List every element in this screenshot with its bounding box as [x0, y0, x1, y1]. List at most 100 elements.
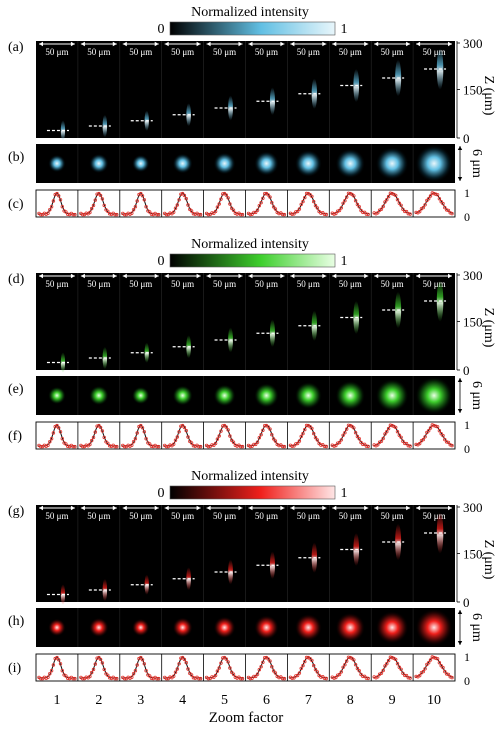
profile-fit-curve	[38, 424, 76, 447]
profile-5	[203, 190, 245, 217]
profile-data-point	[446, 208, 451, 213]
scale-bar-label: 50 μm	[381, 511, 404, 521]
profile-data-point	[58, 662, 63, 666]
profile-data-point	[435, 193, 440, 197]
profile-data-point	[432, 423, 436, 428]
profile-fit-curve	[289, 424, 328, 447]
panel-letter: (g)	[8, 504, 25, 519]
xy-spot-5	[203, 376, 236, 415]
scale-bar-arrows	[290, 505, 327, 511]
profile-data-point	[434, 656, 438, 660]
profile-data-point	[404, 673, 409, 678]
profile-data-point	[376, 443, 380, 447]
profile-data-point	[430, 423, 434, 427]
profile-data-point	[80, 676, 85, 681]
z-tick-label: 150	[463, 83, 483, 98]
profile-data-point	[403, 441, 407, 446]
panel-letter: (h)	[8, 614, 25, 629]
x-tick-label: 6	[263, 693, 270, 708]
profile-data-point	[336, 673, 340, 677]
profile-data-point	[240, 444, 245, 449]
profile-data-point	[57, 426, 61, 430]
profile-data-point	[334, 675, 338, 680]
profile-data-point	[252, 442, 256, 447]
profile-data-point	[414, 674, 418, 679]
profile-data-point	[414, 210, 418, 215]
profile-data-point	[147, 674, 152, 678]
profile-data-point	[403, 209, 407, 214]
panel-letter: (c)	[8, 197, 24, 212]
scale-bar-label: 50 μm	[213, 47, 236, 57]
profile-data-point	[88, 210, 92, 215]
profile-data-point	[361, 674, 365, 679]
profile-data-point	[266, 193, 270, 197]
xz-slice-1: 50 μm	[39, 41, 75, 141]
profile-fit-curve	[121, 424, 160, 447]
profile-data-point	[408, 444, 412, 448]
profile-data-point	[65, 676, 70, 680]
profile-data-point	[339, 206, 343, 210]
profile-data-point	[259, 200, 263, 205]
x-axis: 1 2 3 4 5 6 7 8 9 10 Zoom factor	[53, 693, 441, 726]
z-tick-label: 300	[463, 268, 483, 283]
profile-data-point	[383, 664, 387, 668]
profile-data-point	[345, 427, 349, 431]
profile-data-point	[115, 444, 119, 449]
xz-slice-7: 50 μm	[287, 505, 327, 602]
profile-data-point	[403, 673, 407, 678]
profile-data-point	[252, 210, 256, 215]
profile-data-point	[394, 193, 398, 198]
profile-data-point	[133, 437, 138, 441]
profile-data-point	[212, 443, 216, 447]
profile-fit-curve	[163, 656, 202, 679]
profile-data-point	[46, 443, 50, 447]
profile-data-point	[319, 443, 323, 447]
profile-data-point	[418, 209, 422, 214]
profile-data-point	[250, 212, 254, 216]
scale-bar-arrows	[290, 273, 327, 279]
xy-spot-3	[119, 608, 150, 647]
profile-data-point	[130, 211, 134, 215]
profile-data-point	[435, 657, 440, 661]
scale-bar-label: 50 μm	[297, 279, 320, 289]
profile-data-point	[439, 432, 443, 436]
profile-data-point	[339, 438, 343, 442]
profile-data-point	[140, 194, 145, 198]
profile-data-point	[355, 666, 360, 671]
profile-data-point	[224, 193, 228, 197]
profile-data-point	[221, 192, 225, 196]
profile-4	[161, 190, 203, 217]
profile-data-point	[140, 426, 145, 430]
xy-spot-1	[48, 386, 66, 405]
xz-slice-2: 50 μm	[77, 505, 117, 602]
profile-data-point	[428, 426, 433, 430]
profile-data-point	[89, 670, 94, 675]
profile-data-point	[84, 443, 88, 447]
lateral-scale-arrows	[457, 378, 463, 413]
profile-data-point	[313, 203, 318, 208]
profile-data-point	[263, 424, 267, 428]
profile-data-point	[238, 212, 243, 217]
profile-data-point	[147, 442, 152, 446]
scale-bar-arrows	[206, 41, 243, 47]
xz-slice-3: 50 μm	[119, 41, 159, 138]
profile-data-point	[334, 443, 338, 448]
profile-data-point	[268, 427, 272, 431]
colorbar-title: Normalized intensity	[191, 237, 309, 252]
profile-data-point	[107, 676, 112, 680]
profile-data-point	[379, 671, 384, 675]
colorbar-bar	[169, 21, 336, 36]
profile-data-point	[266, 657, 270, 661]
focal-spot	[375, 379, 409, 412]
profile-data-point	[297, 439, 302, 443]
z-axis-label: Z (μm)	[481, 76, 496, 116]
panel-letter: (a)	[8, 40, 24, 55]
profile-data-point	[206, 444, 211, 449]
profile-data-point	[397, 201, 401, 205]
scale-bar-label: 50 μm	[297, 511, 320, 521]
lateral-scale: 6 μm	[457, 378, 484, 413]
profile-2	[77, 654, 119, 681]
profile-data-point	[206, 676, 211, 681]
xy-spot-10	[412, 376, 453, 415]
